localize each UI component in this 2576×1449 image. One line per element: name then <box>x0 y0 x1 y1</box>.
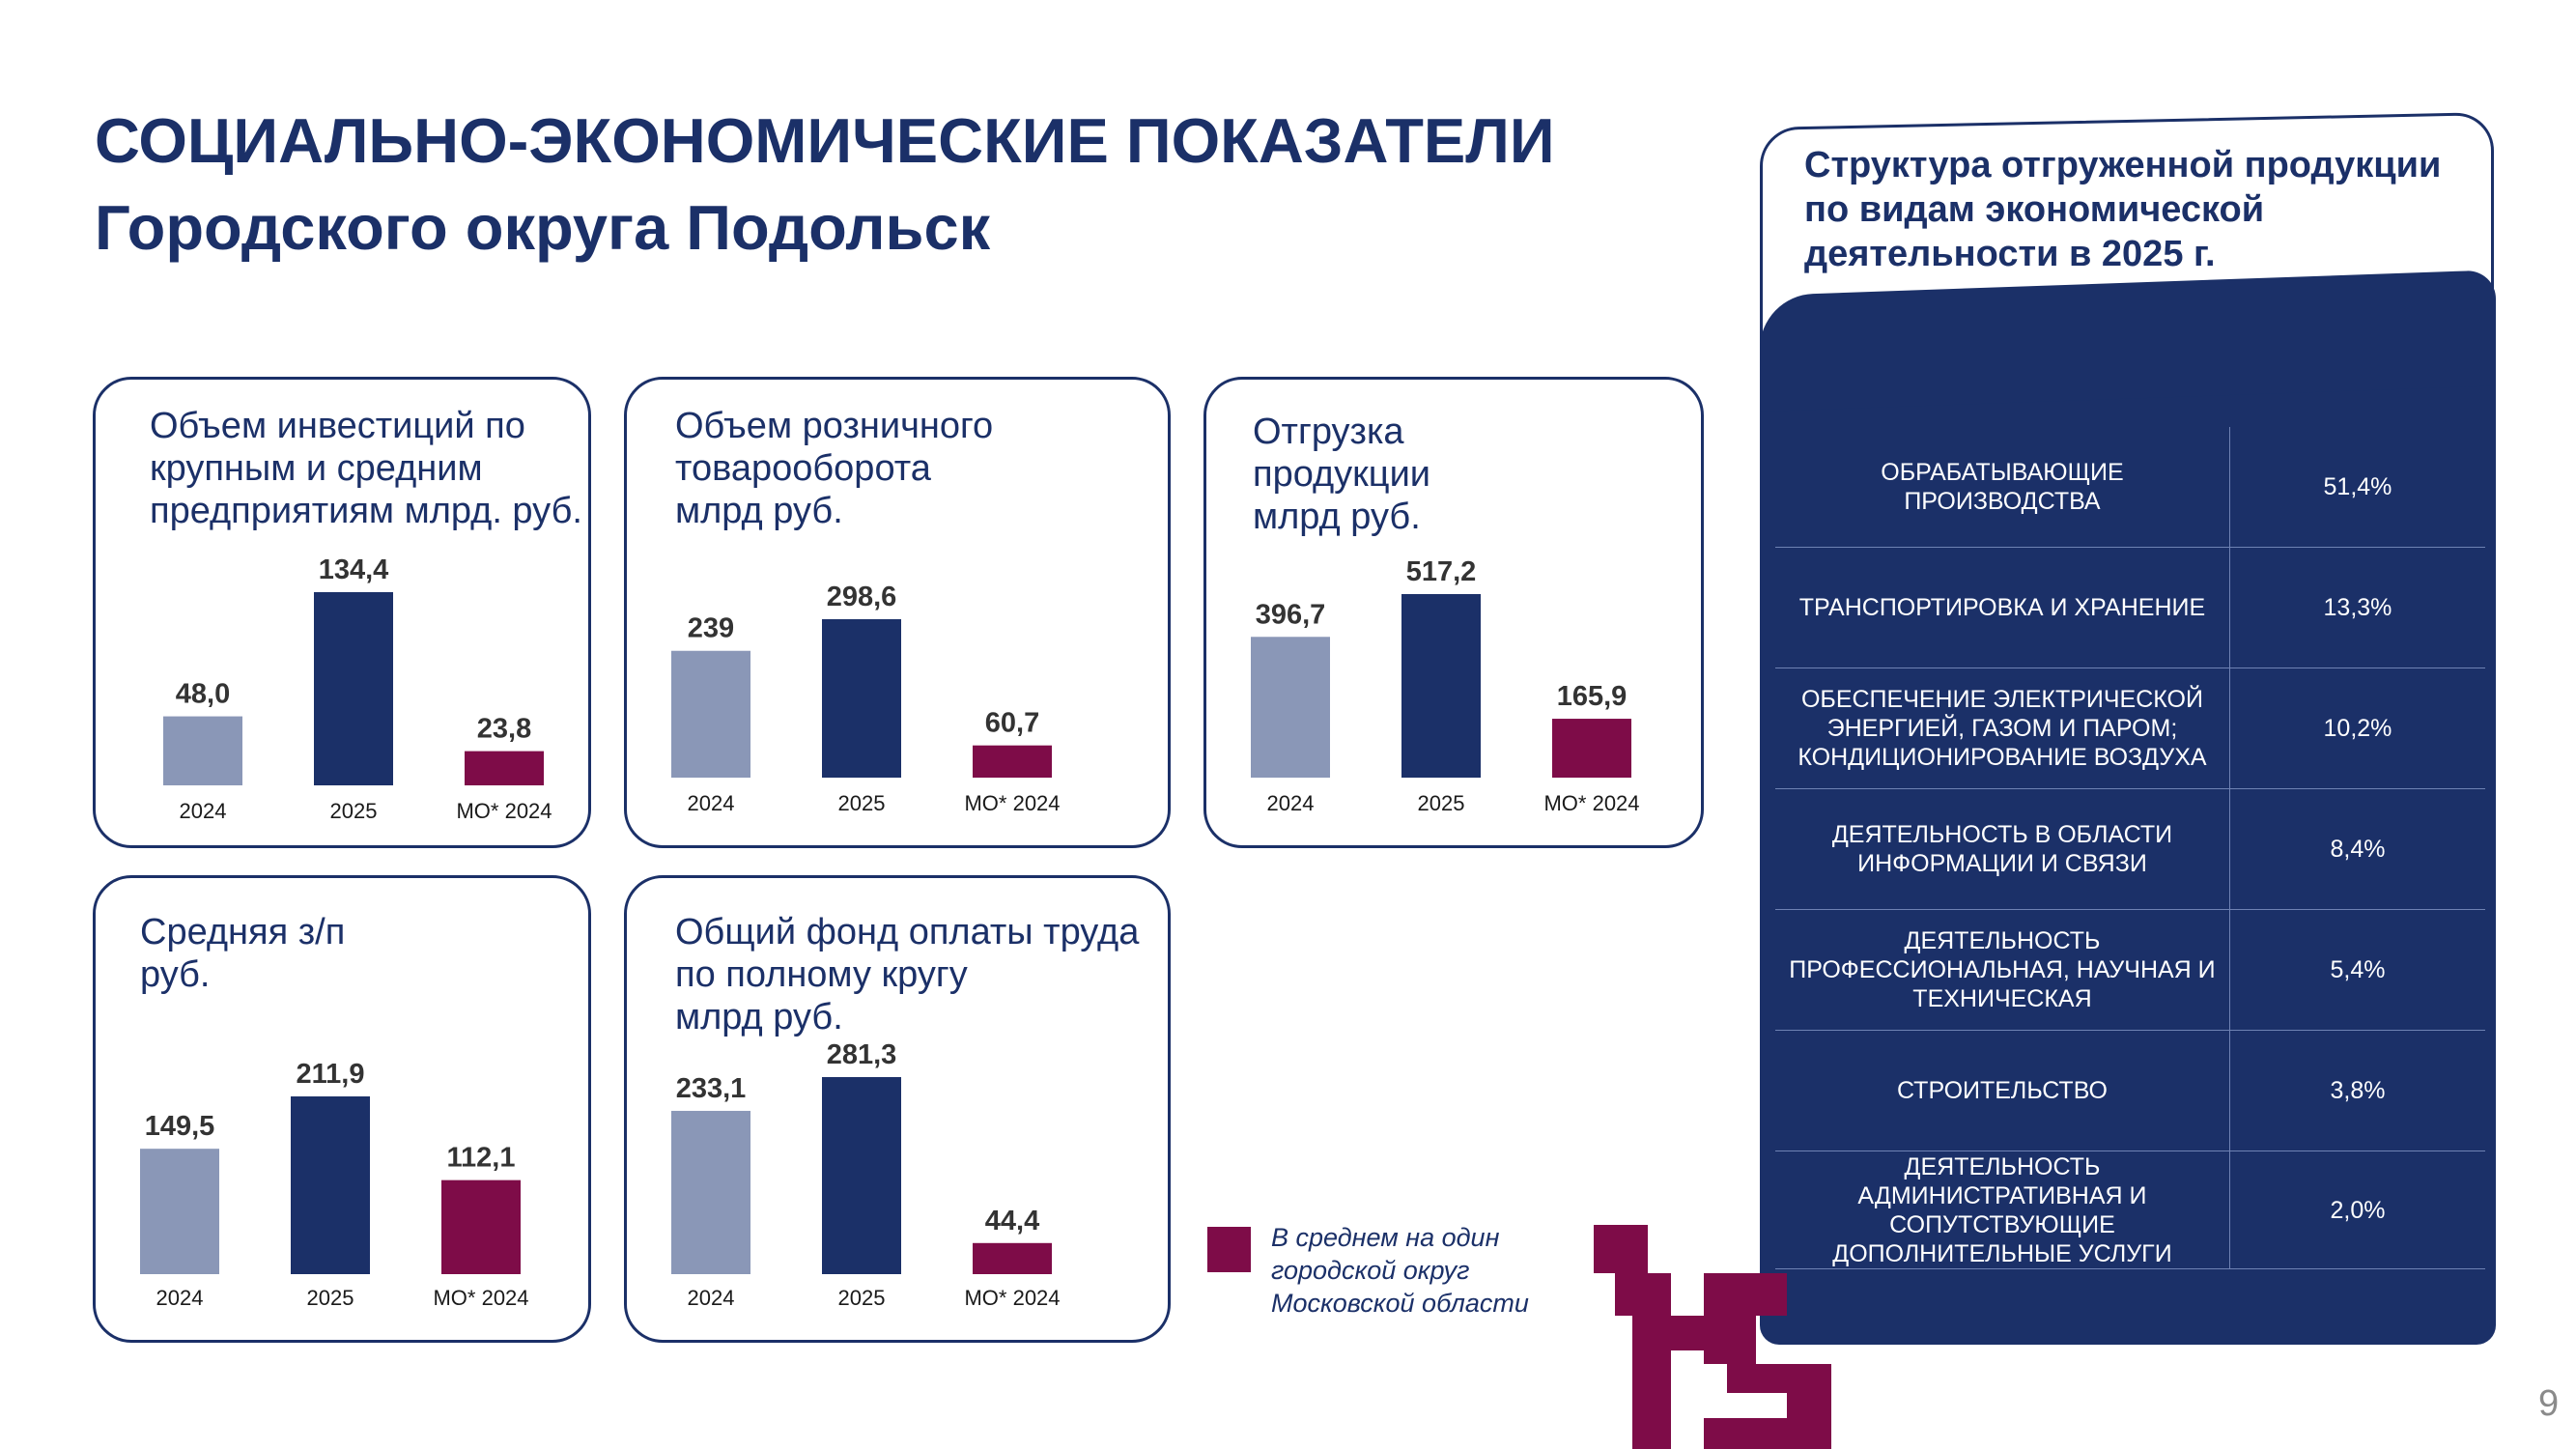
structure-table: ОБРАБАТЫВАЮЩИЕ ПРОИЗВОДСТВА 51,4% ТРАНСП… <box>1775 427 2485 1269</box>
anniversary-15-logo-icon <box>1594 1225 1831 1449</box>
bar-2024 <box>671 650 750 778</box>
card-title: Объем инвестиций по крупным и средним пр… <box>150 406 582 531</box>
category-label: 2025 <box>1418 791 1465 815</box>
bar-chart-shipment: 396,7 2024 517,2 2025 165,9 МО* 2024 <box>1251 556 1640 815</box>
bar-mo-2024 <box>465 751 544 785</box>
category-label: 2024 <box>156 1286 204 1310</box>
table-cell-value: 13,3% <box>2229 547 2485 668</box>
bar-2025 <box>314 592 393 785</box>
category-label: 2024 <box>688 791 735 815</box>
category-label: 2024 <box>1267 791 1315 815</box>
table-row: ДЕЯТЕЛЬНОСТЬ В ОБЛАСТИ ИНФОРМАЦИИ И СВЯЗ… <box>1775 788 2485 910</box>
bar-2024 <box>671 1110 750 1274</box>
category-label: МО* 2024 <box>964 791 1060 815</box>
bar-2024 <box>163 716 242 785</box>
card-title: Общий фонд оплаты труда по полному кругу… <box>675 912 1140 1037</box>
legend-swatch <box>1207 1227 1251 1272</box>
table-cell-value: 51,4% <box>2229 427 2485 548</box>
data-label: 134,4 <box>319 554 389 585</box>
bar-chart-retail: 239 2024 298,6 2025 60,7 МО* 2024 <box>671 582 1061 815</box>
bar-mo-2024 <box>1552 719 1631 778</box>
data-label: 23,8 <box>477 714 531 745</box>
data-label: 281,3 <box>827 1039 897 1070</box>
table-row: ОБРАБАТЫВАЮЩИЕ ПРОИЗВОДСТВА 51,4% <box>1775 427 2485 548</box>
bar-2025 <box>291 1096 370 1274</box>
data-label: 149,5 <box>145 1111 215 1142</box>
table-cell-value: 5,4% <box>2229 909 2485 1031</box>
table-cell-category: СТРОИТЕЛЬСТВО <box>1775 1030 2230 1151</box>
bar-chart-payroll: 233,1 2024 281,3 2025 44,4 МО* 2024 <box>671 1039 1061 1310</box>
bar-2025 <box>1401 594 1481 778</box>
data-label: 112,1 <box>447 1143 516 1174</box>
table-cell-category: ДЕЯТЕЛЬНОСТЬ АДМИНИСТРАТИВНАЯ И СОПУТСТВ… <box>1775 1151 2230 1269</box>
page-title: СОЦИАЛЬНО-ЭКОНОМИЧЕСКИЕ ПОКАЗАТЕЛИ <box>95 105 1555 176</box>
table-cell-category: ДЕЯТЕЛЬНОСТЬ В ОБЛАСТИ ИНФОРМАЦИИ И СВЯЗ… <box>1775 788 2230 910</box>
table-cell-value: 2,0% <box>2229 1151 2485 1269</box>
data-label: 233,1 <box>676 1073 747 1104</box>
bar-chart-salary: 149,5 2024 211,9 2025 112,1 МО* 2024 <box>140 1059 529 1310</box>
structure-title: Структура отгруженной продукции по видам… <box>1804 145 2442 274</box>
card-payroll: Общий фонд оплаты труда по полному кругу… <box>624 875 1171 1343</box>
category-label: 2024 <box>180 799 227 823</box>
category-label: МО* 2024 <box>456 799 552 823</box>
card-title: Объем розничного товарооборота млрд руб. <box>675 406 994 531</box>
card-salary: Средняя з/п руб. 149,5 2024 211,9 2025 112,1… <box>93 875 591 1343</box>
category-label: 2025 <box>307 1286 354 1310</box>
category-label: 2024 <box>688 1286 735 1310</box>
bar-mo-2024 <box>441 1179 521 1274</box>
data-label: 48,0 <box>176 679 230 710</box>
category-label: МО* 2024 <box>964 1286 1060 1310</box>
table-cell-category: ОБРАБАТЫВАЮЩИЕ ПРОИЗВОДСТВА <box>1775 427 2230 548</box>
table-cell-value: 8,4% <box>2229 788 2485 910</box>
table-cell-category: ДЕЯТЕЛЬНОСТЬ ПРОФЕССИОНАЛЬНАЯ, НАУЧНАЯ И… <box>1775 909 2230 1031</box>
category-label: 2025 <box>838 1286 886 1310</box>
card-investments: Объем инвестиций по крупным и средним пр… <box>93 377 591 848</box>
category-label: 2025 <box>838 791 886 815</box>
bar-chart-investments: 48,0 2024 134,4 2025 23,8 МО* 2024 <box>163 554 552 823</box>
table-row: ДЕЯТЕЛЬНОСТЬ ПРОФЕССИОНАЛЬНАЯ, НАУЧНАЯ И… <box>1775 909 2485 1031</box>
table-cell-value: 3,8% <box>2229 1030 2485 1151</box>
data-label: 239 <box>688 613 734 644</box>
card-retail: Объем розничного товарооборота млрд руб.… <box>624 377 1171 848</box>
bar-2025 <box>822 619 901 778</box>
table-row: ТРАНСПОРТИРОВКА И ХРАНЕНИЕ 13,3% <box>1775 547 2485 668</box>
data-label: 60,7 <box>985 708 1039 739</box>
table-row: СТРОИТЕЛЬСТВО 3,8% <box>1775 1030 2485 1151</box>
data-label: 211,9 <box>297 1059 365 1090</box>
bar-2024 <box>140 1149 219 1274</box>
bar-2024 <box>1251 637 1330 778</box>
category-label: МО* 2024 <box>1543 791 1639 815</box>
data-label: 517,2 <box>1406 556 1477 587</box>
card-title: Отгрузка продукции млрд руб. <box>1253 412 1431 537</box>
data-label: 44,4 <box>985 1206 1039 1236</box>
page-subtitle: Городского округа Подольск <box>95 192 991 263</box>
data-label: 298,6 <box>827 582 897 612</box>
page-number: 9 <box>2538 1383 2560 1424</box>
table-cell-category: ОБЕСПЕЧЕНИЕ ЭЛЕКТРИЧЕСКОЙ ЭНЕРГИЕЙ, ГАЗО… <box>1775 668 2230 789</box>
legend-text: В среднем на один городской округ Москов… <box>1271 1223 1529 1318</box>
table-cell-category: ТРАНСПОРТИРОВКА И ХРАНЕНИЕ <box>1775 547 2230 668</box>
bar-2025 <box>822 1077 901 1274</box>
category-label: 2025 <box>330 799 378 823</box>
card-shipment: Отгрузка продукции млрд руб. 396,7 2024 51… <box>1203 377 1704 848</box>
data-label: 165,9 <box>1557 681 1628 712</box>
table-row: ОБЕСПЕЧЕНИЕ ЭЛЕКТРИЧЕСКОЙ ЭНЕРГИЕЙ, ГАЗО… <box>1775 668 2485 789</box>
bar-mo-2024 <box>973 745 1052 778</box>
category-label: МО* 2024 <box>433 1286 528 1310</box>
card-title: Средняя з/п руб. <box>140 912 346 995</box>
data-label: 396,7 <box>1256 599 1326 630</box>
table-row: ДЕЯТЕЛЬНОСТЬ АДМИНИСТРАТИВНАЯ И СОПУТСТВ… <box>1775 1151 2485 1269</box>
table-cell-value: 10,2% <box>2229 668 2485 789</box>
bar-mo-2024 <box>973 1242 1052 1274</box>
